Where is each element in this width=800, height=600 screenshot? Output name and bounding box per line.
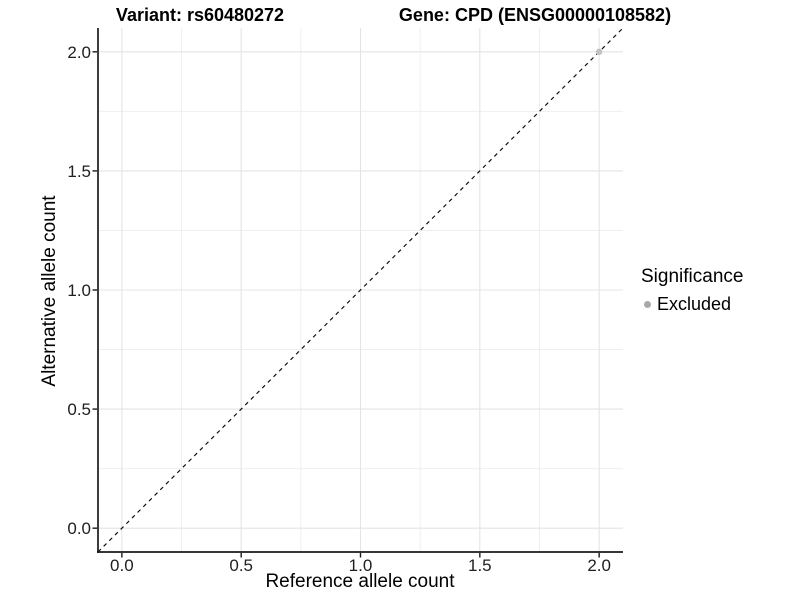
x-tick-label: 2.0 xyxy=(587,556,611,575)
y-tick-label: 0.0 xyxy=(67,519,91,538)
legend-entries: Excluded xyxy=(641,294,743,314)
legend-entry: Excluded xyxy=(641,294,743,314)
plot-title-variant: Variant: rs60480272 xyxy=(115,5,285,25)
x-axis-title: Reference allele count xyxy=(265,571,455,592)
x-tick-label: 1.0 xyxy=(349,556,373,575)
y-axis-title: Alternative allele count xyxy=(39,195,60,387)
y-tick-label: 0.5 xyxy=(67,400,91,419)
legend-point-icon xyxy=(644,300,651,308)
y-tick-label: 1.0 xyxy=(67,281,91,300)
y-tick-label: 2.0 xyxy=(67,43,91,62)
x-tick-label: 0.5 xyxy=(229,556,253,575)
x-tick-label: 0.0 xyxy=(110,556,134,575)
legend-entry-label: Excluded xyxy=(657,293,732,314)
identity-dashed-line xyxy=(97,27,624,553)
y-tick-label: 1.5 xyxy=(67,162,91,181)
data-point-excluded xyxy=(595,48,603,56)
plot-title-gene: Gene: CPD (ENSG00000108582) xyxy=(398,5,672,25)
x-tick-label: 1.5 xyxy=(468,556,492,575)
legend-title: Significance xyxy=(641,266,744,287)
legend: Significance Excluded xyxy=(641,266,743,314)
